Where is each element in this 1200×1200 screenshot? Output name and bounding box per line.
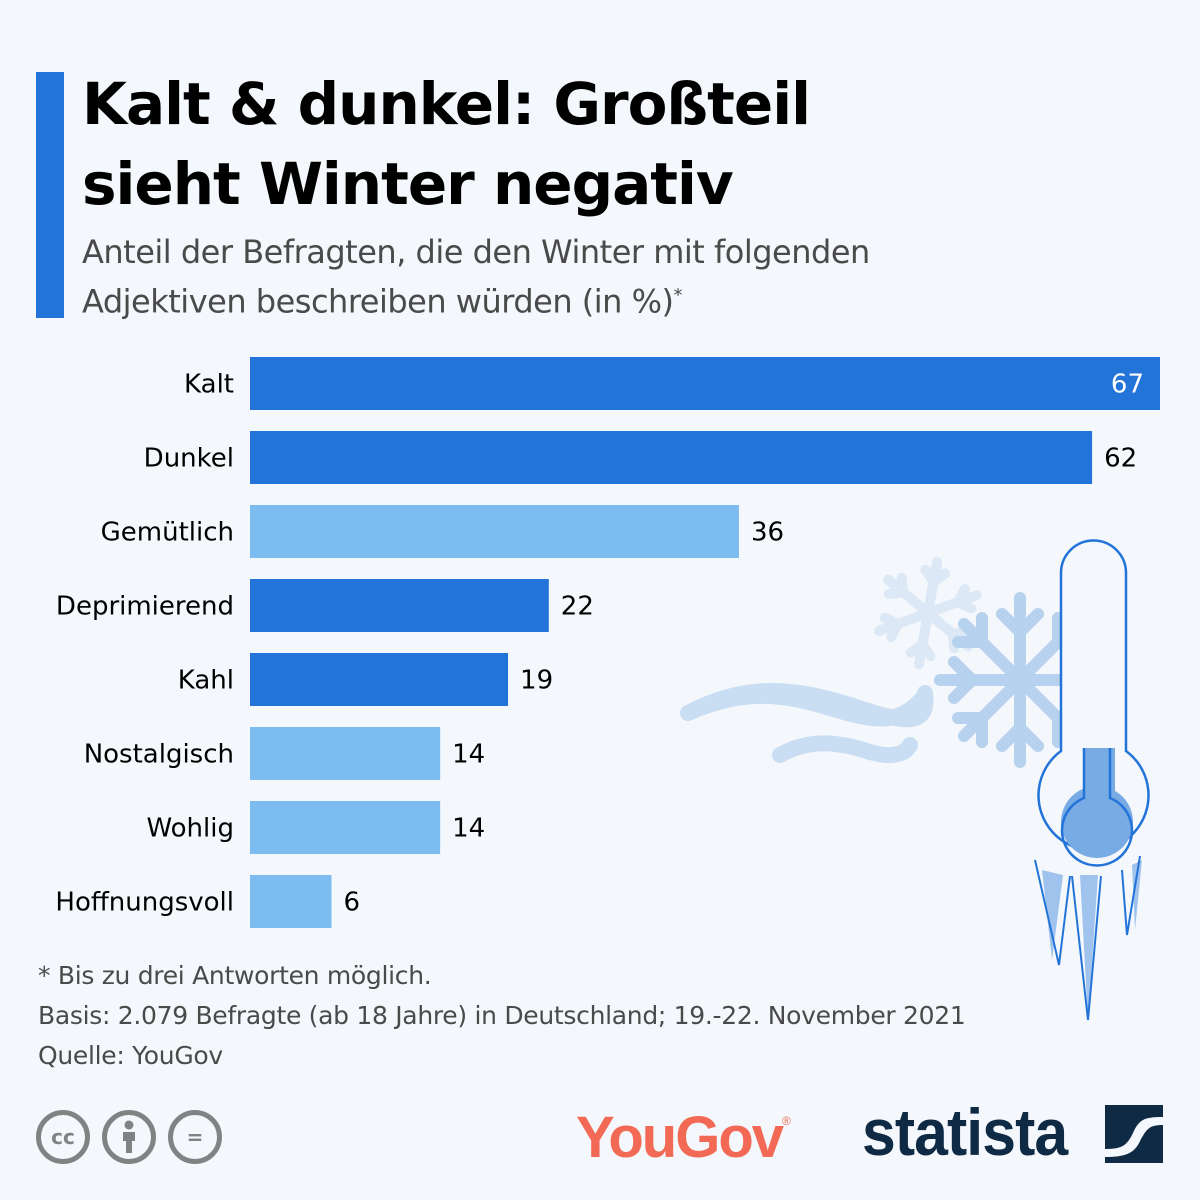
chart-subtitle: Anteil der Befragten, die den Winter mit… [82,230,1082,324]
yougov-logo-text: YouGov [576,1105,784,1170]
snowflake-icon [934,592,1106,768]
value-label: 19 [520,666,553,696]
subtitle-line-2-text: Adjektiven beschreiben würden (in %) [82,282,674,321]
bar [250,357,1160,410]
category-label: Dunkel [144,444,234,474]
bar [250,579,549,632]
bar-chart: Kalt 67 Dunkel 62 Gemütlich 36 Deprimierend 22 K… [55,357,1160,928]
accent-bar [36,72,64,318]
value-label: 14 [452,814,485,844]
thermometer-icon [1034,539,1150,1021]
value-label: 22 [561,592,594,622]
statista-logo-icon[interactable] [1105,1105,1163,1163]
bar-group: Dunkel 62 [144,431,1137,484]
bar [250,653,509,706]
bar [250,727,441,780]
footnote: * Bis zu drei Antworten möglich. [38,961,432,990]
bar [250,875,332,928]
subtitle-footnote-marker: * [673,285,683,306]
footer-notes: * Bis zu drei Antworten möglich. Basis: … [38,956,966,1076]
basis-note: Basis: 2.079 Befragte (ab 18 Jahre) in D… [38,1001,966,1030]
subtitle-line-2: Adjektiven beschreiben würden (in %)* [82,274,1082,324]
snowflake-faint-icon [874,556,982,670]
bar-group: Wohlig 14 [146,801,485,854]
bar-group: Deprimierend 22 [56,579,594,632]
bar-group: Kahl 19 [178,653,553,706]
attribution-icon[interactable] [102,1110,156,1164]
source-note: Quelle: YouGov [38,1041,223,1070]
title-line-1: Kalt & dunkel: Großteil [82,70,811,138]
bar-group: Hoffnungsvoll 6 [55,875,360,928]
category-label: Nostalgisch [84,740,234,770]
subtitle-line-1: Anteil der Befragten, die den Winter mit… [82,233,870,271]
license-icons: cc = [36,1110,222,1164]
category-label: Hoffnungsvoll [55,888,234,918]
nd-icon-text: = [186,1125,204,1149]
bar-group: Gemütlich 36 [101,505,784,558]
yougov-logo[interactable]: YouGov® [576,1104,791,1171]
bar [250,505,739,558]
value-label: 62 [1104,444,1137,474]
bar-group: Nostalgisch 14 [84,727,485,780]
bar [250,431,1093,484]
value-label: 67 [1111,370,1144,400]
category-label: Kalt [184,370,234,400]
registered-mark: ® [782,1114,791,1128]
cc-icon-text: cc [51,1125,75,1149]
bar-group: Kalt 67 [184,357,1160,410]
statista-logo[interactable]: statista [862,1095,1068,1169]
category-label: Wohlig [146,814,234,844]
value-label: 36 [751,518,784,548]
chart-title: Kalt & dunkel: Großteil sieht Winter neg… [82,64,1082,224]
value-label: 14 [452,740,485,770]
wind-lines-icon [680,683,934,764]
category-label: Kahl [178,666,234,696]
title-line-2: sieht Winter negativ [82,150,734,218]
cc-icon[interactable]: cc [36,1110,90,1164]
category-label: Gemütlich [101,518,234,548]
winter-illustration [680,539,1150,1021]
value-label: 6 [343,888,360,918]
category-label: Deprimierend [56,592,234,622]
no-derivatives-icon[interactable]: = [168,1110,222,1164]
bar [250,801,441,854]
